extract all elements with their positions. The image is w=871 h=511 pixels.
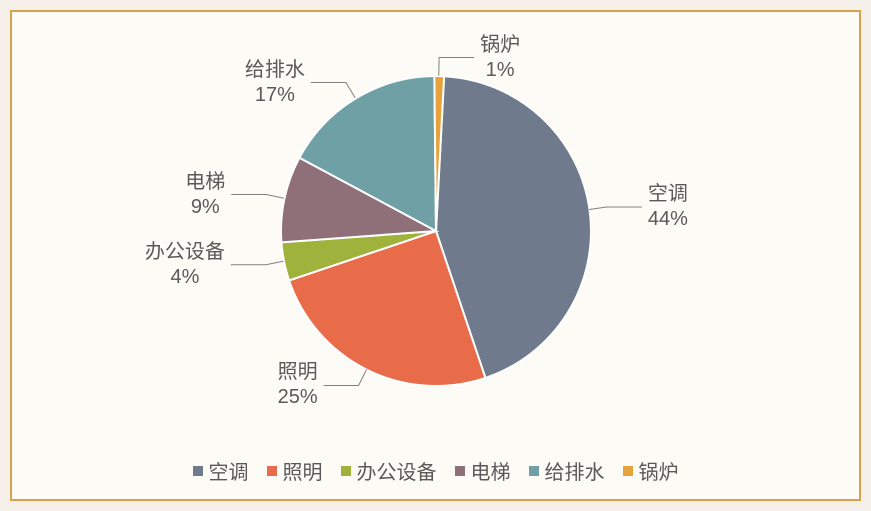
legend-label: 空调 <box>209 456 249 485</box>
legend-label: 给排水 <box>545 456 605 485</box>
slice-label: 办公设备4% <box>145 240 225 290</box>
slice-label-pct: 4% <box>145 265 225 290</box>
leader-line <box>231 195 284 199</box>
slice-label: 给排水17% <box>245 58 305 108</box>
legend-label: 电梯 <box>471 456 511 485</box>
legend-swatch <box>193 466 203 476</box>
chart-card: 空调44%照明25%办公设备4%电梯9%给排水17%锅炉1% 空调照明办公设备电… <box>10 10 861 501</box>
slice-label-name: 空调 <box>648 182 688 207</box>
legend-item: 照明 <box>267 456 323 485</box>
legend-swatch <box>455 466 465 476</box>
leader-line <box>439 58 474 76</box>
outer-panel: 空调44%照明25%办公设备4%电梯9%给排水17%锅炉1% 空调照明办公设备电… <box>0 0 871 511</box>
chart-area: 空调44% 照明25% 办公设备4% 电梯9% 给排水17% 锅炉1% <box>12 12 859 449</box>
legend-label: 办公设备 <box>357 456 437 485</box>
legend-item: 给排水 <box>529 456 605 485</box>
slice-label-name: 锅炉 <box>480 33 520 58</box>
legend-item: 空调 <box>193 456 249 485</box>
legend: 空调 照明 办公设备 电梯 给排水 锅炉 <box>12 456 859 485</box>
slice-label-name: 办公设备 <box>145 240 225 265</box>
legend-label: 锅炉 <box>639 456 679 485</box>
slice-label-pct: 44% <box>648 207 688 232</box>
slice-label-pct: 1% <box>480 58 520 83</box>
slice-label-name: 照明 <box>278 360 318 385</box>
slice-label: 空调44% <box>648 182 688 232</box>
pie-chart <box>281 76 591 386</box>
slice-label-name: 电梯 <box>185 170 225 195</box>
legend-swatch <box>623 466 633 476</box>
legend-swatch <box>341 466 351 476</box>
slice-label: 电梯9% <box>185 170 225 220</box>
legend-item: 办公设备 <box>341 456 437 485</box>
legend-swatch <box>529 466 539 476</box>
legend-label: 照明 <box>283 456 323 485</box>
slice-label-pct: 25% <box>278 385 318 410</box>
legend-item: 电梯 <box>455 456 511 485</box>
slice-label-pct: 9% <box>185 195 225 220</box>
leader-line <box>231 261 284 265</box>
slice-label-name: 给排水 <box>245 58 305 83</box>
slice-label-pct: 17% <box>245 83 305 108</box>
slice-label: 照明25% <box>278 360 318 410</box>
leader-line <box>589 207 642 209</box>
slice-label: 锅炉1% <box>480 33 520 83</box>
legend-item: 锅炉 <box>623 456 679 485</box>
legend-swatch <box>267 466 277 476</box>
